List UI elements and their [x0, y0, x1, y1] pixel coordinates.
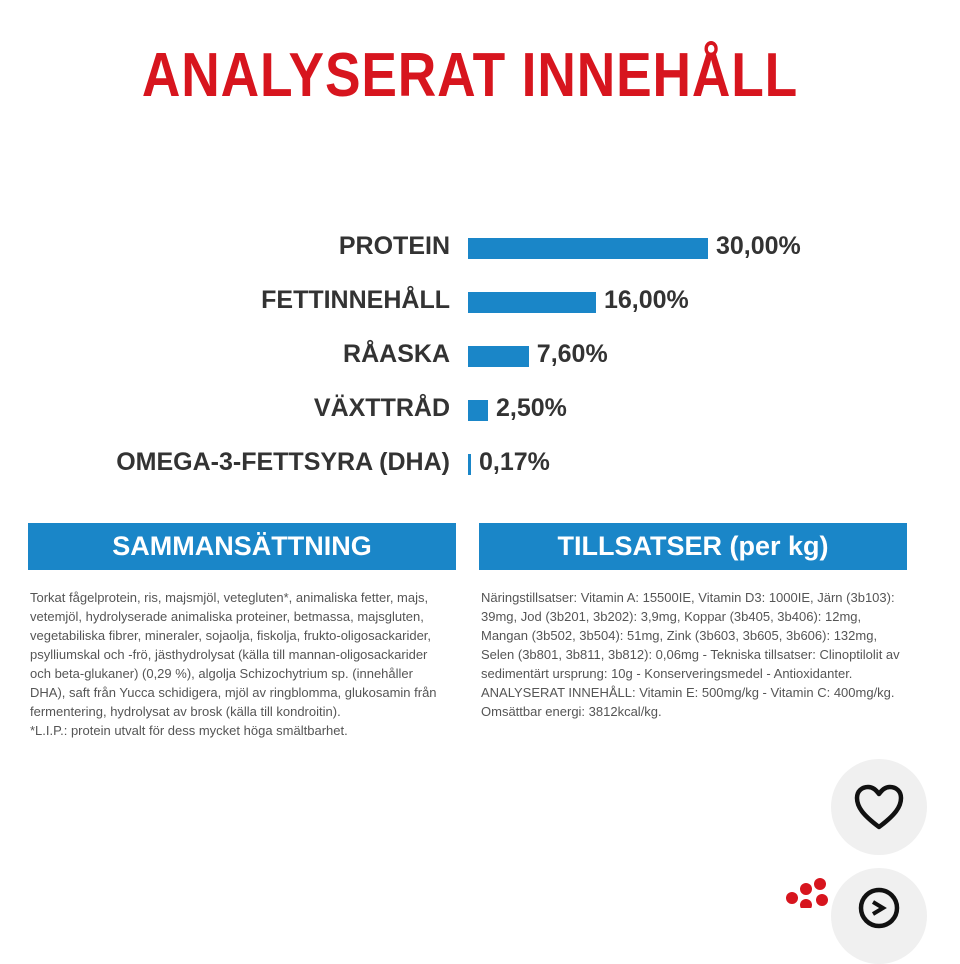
nutrient-label: VÄXTTRÅD — [313, 394, 450, 422]
page-title: ANALYSERAT INNEHÅLL — [141, 41, 799, 110]
additives-header: TILLSATSER (per kg) — [479, 523, 907, 570]
nutrient-bar — [468, 292, 596, 313]
nutrient-row-fiber: VÄXTTRÅD 2,50% — [0, 390, 960, 430]
nutrient-value: 0,17% — [479, 448, 550, 476]
nutrient-row-fat: FETTINNEHÅLL 16,00% — [0, 282, 960, 322]
circle-arrow-button[interactable] — [831, 868, 927, 964]
circle-arrow-icon — [858, 887, 900, 929]
favorite-button[interactable] — [831, 759, 927, 855]
nutrient-value: 2,50% — [496, 394, 567, 422]
composition-footnote: *L.I.P.: protein utvalt för dess mycket … — [30, 723, 348, 738]
composition-header: SAMMANSÄTTNING — [28, 523, 456, 570]
nutrient-row-protein: PROTEIN 30,00% — [0, 228, 960, 268]
nutrient-label: RÅASKA — [343, 340, 450, 368]
nutrient-bar — [468, 346, 529, 367]
nutrient-label: FETTINNEHÅLL — [261, 286, 450, 314]
nutrient-value: 7,60% — [536, 340, 608, 368]
additives-header-text: TILLSATSER (per kg) — [557, 531, 829, 561]
nutrient-bar — [468, 400, 488, 421]
nutrient-row-ash: RÅASKA 7,60% — [0, 336, 960, 376]
composition-text-block: Torkat fågelprotein, ris, majsmjöl, vete… — [30, 588, 442, 740]
nutrient-bar — [468, 238, 708, 259]
heart-icon — [854, 784, 904, 830]
nutrient-label: PROTEIN — [338, 232, 450, 260]
composition-text: Torkat fågelprotein, ris, majsmjöl, vete… — [30, 590, 437, 719]
nutrient-label: OMEGA-3-FETTSYRA (DHA) — [116, 448, 450, 476]
nutrient-row-dha: OMEGA-3-FETTSYRA (DHA) 0,17% — [0, 444, 960, 484]
nutrient-value: 16,00% — [604, 286, 689, 314]
nutrient-value: 30,00% — [716, 232, 801, 260]
nutrient-bar — [468, 454, 471, 475]
brand-logo — [778, 872, 838, 911]
additives-text: Näringstillsatser: Vitamin A: 15500IE, V… — [481, 590, 900, 719]
nutrient-bar-chart: PROTEIN 30,00% FETTINNEHÅLL 16,00% RÅASK… — [0, 228, 960, 488]
